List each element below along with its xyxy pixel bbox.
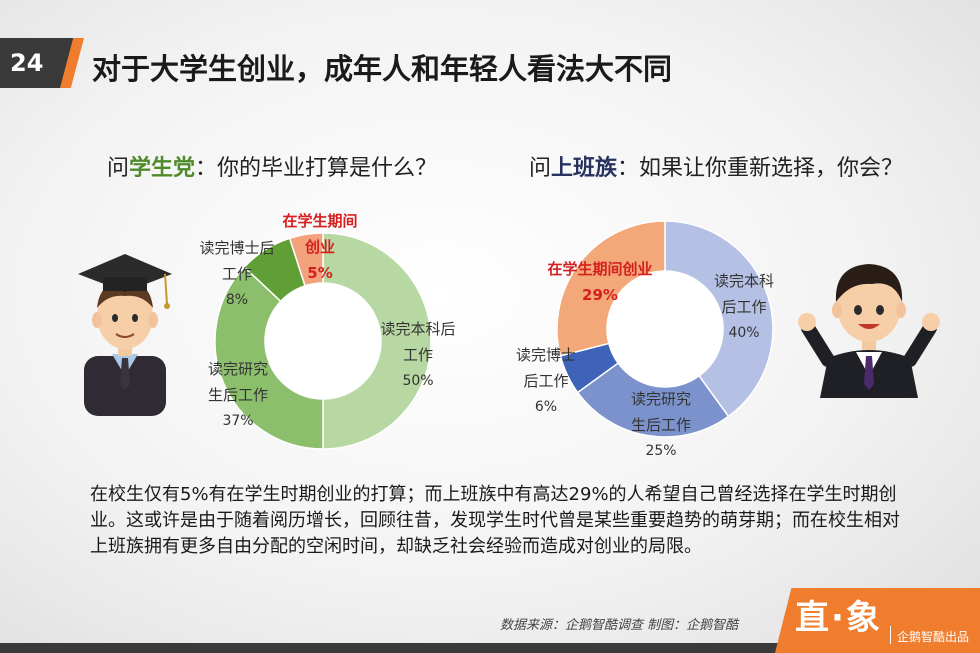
- left-question-prefix: 问: [107, 156, 130, 181]
- right-slice-label-3: 在学生期间创业 29%: [526, 256, 674, 308]
- right-slice-label-1: 读完研究 生后工作 25%: [616, 386, 706, 464]
- right-question: 问上班族：如果让你重新选择，你会？: [529, 150, 903, 182]
- right-slice-2-line-2: 后工作: [523, 372, 569, 390]
- right-question-prefix: 问: [529, 156, 552, 181]
- left-slice-1-line-2: 生后工作: [207, 386, 268, 404]
- left-slice-2-pct: 8%: [225, 292, 249, 308]
- left-slice-0-pct: 50%: [402, 373, 434, 389]
- office-worker-illustration: [798, 264, 940, 398]
- left-question-rest: ：你的毕业打算是什么？: [195, 156, 438, 181]
- right-slice-0-line-1: 读完本科: [713, 272, 774, 290]
- right-slice-1-line-2: 生后工作: [630, 416, 691, 434]
- left-slice-label-1: 读完研究 生后工作 37%: [196, 356, 280, 434]
- left-slice-label-2: 读完博士后 工作 8%: [187, 235, 287, 313]
- page-number: 24: [0, 38, 78, 88]
- left-question: 问学生党：你的毕业打算是什么？: [107, 150, 437, 182]
- brand-logo: 直·象: [795, 598, 882, 638]
- left-donut-hole: [265, 283, 381, 399]
- left-slice-label-0: 读完本科后 工作 50%: [368, 316, 468, 394]
- right-slice-2-pct: 6%: [534, 399, 558, 415]
- page-title: 对于大学生创业，成年人和年轻人看法大不同: [92, 52, 673, 86]
- workers-donut-chart: [556, 220, 774, 438]
- right-slice-1-pct: 25%: [645, 443, 677, 459]
- left-question-highlight: 学生党: [129, 156, 196, 181]
- right-question-rest: ：如果让你重新选择，你会？: [617, 156, 904, 181]
- brand-subtitle: 企鹅智酷出品: [897, 630, 970, 644]
- left-slice-1-line-1: 读完研究: [207, 360, 268, 378]
- left-slice-2-line-1: 读完博士后: [199, 239, 275, 257]
- data-source-note: 数据来源：企鹅智酷调查 制图：企鹅智酷: [500, 618, 739, 633]
- right-slice-3-line-1: 在学生期间创业: [547, 260, 653, 278]
- left-slice-2-line-2: 工作: [221, 265, 252, 283]
- right-slice-0-pct: 40%: [728, 325, 760, 341]
- right-slice-label-0: 读完本科 后工作 40%: [696, 268, 792, 346]
- left-slice-3-pct: 5%: [307, 264, 333, 282]
- brand-separator: [890, 626, 891, 644]
- right-donut-hole: [607, 271, 723, 387]
- left-slice-0-line-1: 读完本科后: [380, 320, 456, 338]
- left-slice-label-3: 在学生期间 创业 5%: [268, 208, 372, 286]
- footer-bar: [0, 643, 980, 653]
- left-slice-3-line-1: 在学生期间: [282, 212, 358, 230]
- right-slice-2-line-1: 读完博士: [515, 346, 576, 364]
- left-slice-3-line-2: 创业: [304, 238, 335, 256]
- right-slice-label-2: 读完博士 后工作 6%: [500, 342, 592, 420]
- left-slice-1-pct: 37%: [222, 413, 254, 429]
- right-slice-1-line-1: 读完研究: [630, 390, 691, 408]
- summary-paragraph: 在校生仅有5%有在学生时期创业的打算；而上班族中有高达29%的人希望自己曾经选择…: [90, 484, 900, 557]
- students-donut-chart: [214, 232, 432, 450]
- right-slice-0-line-2: 后工作: [721, 298, 767, 316]
- left-slice-0-line-2: 工作: [402, 346, 433, 364]
- graduate-student-illustration: [78, 254, 172, 416]
- brand-box: [775, 588, 980, 653]
- right-slice-3-pct: 29%: [582, 286, 618, 304]
- right-question-highlight: 上班族: [551, 156, 618, 181]
